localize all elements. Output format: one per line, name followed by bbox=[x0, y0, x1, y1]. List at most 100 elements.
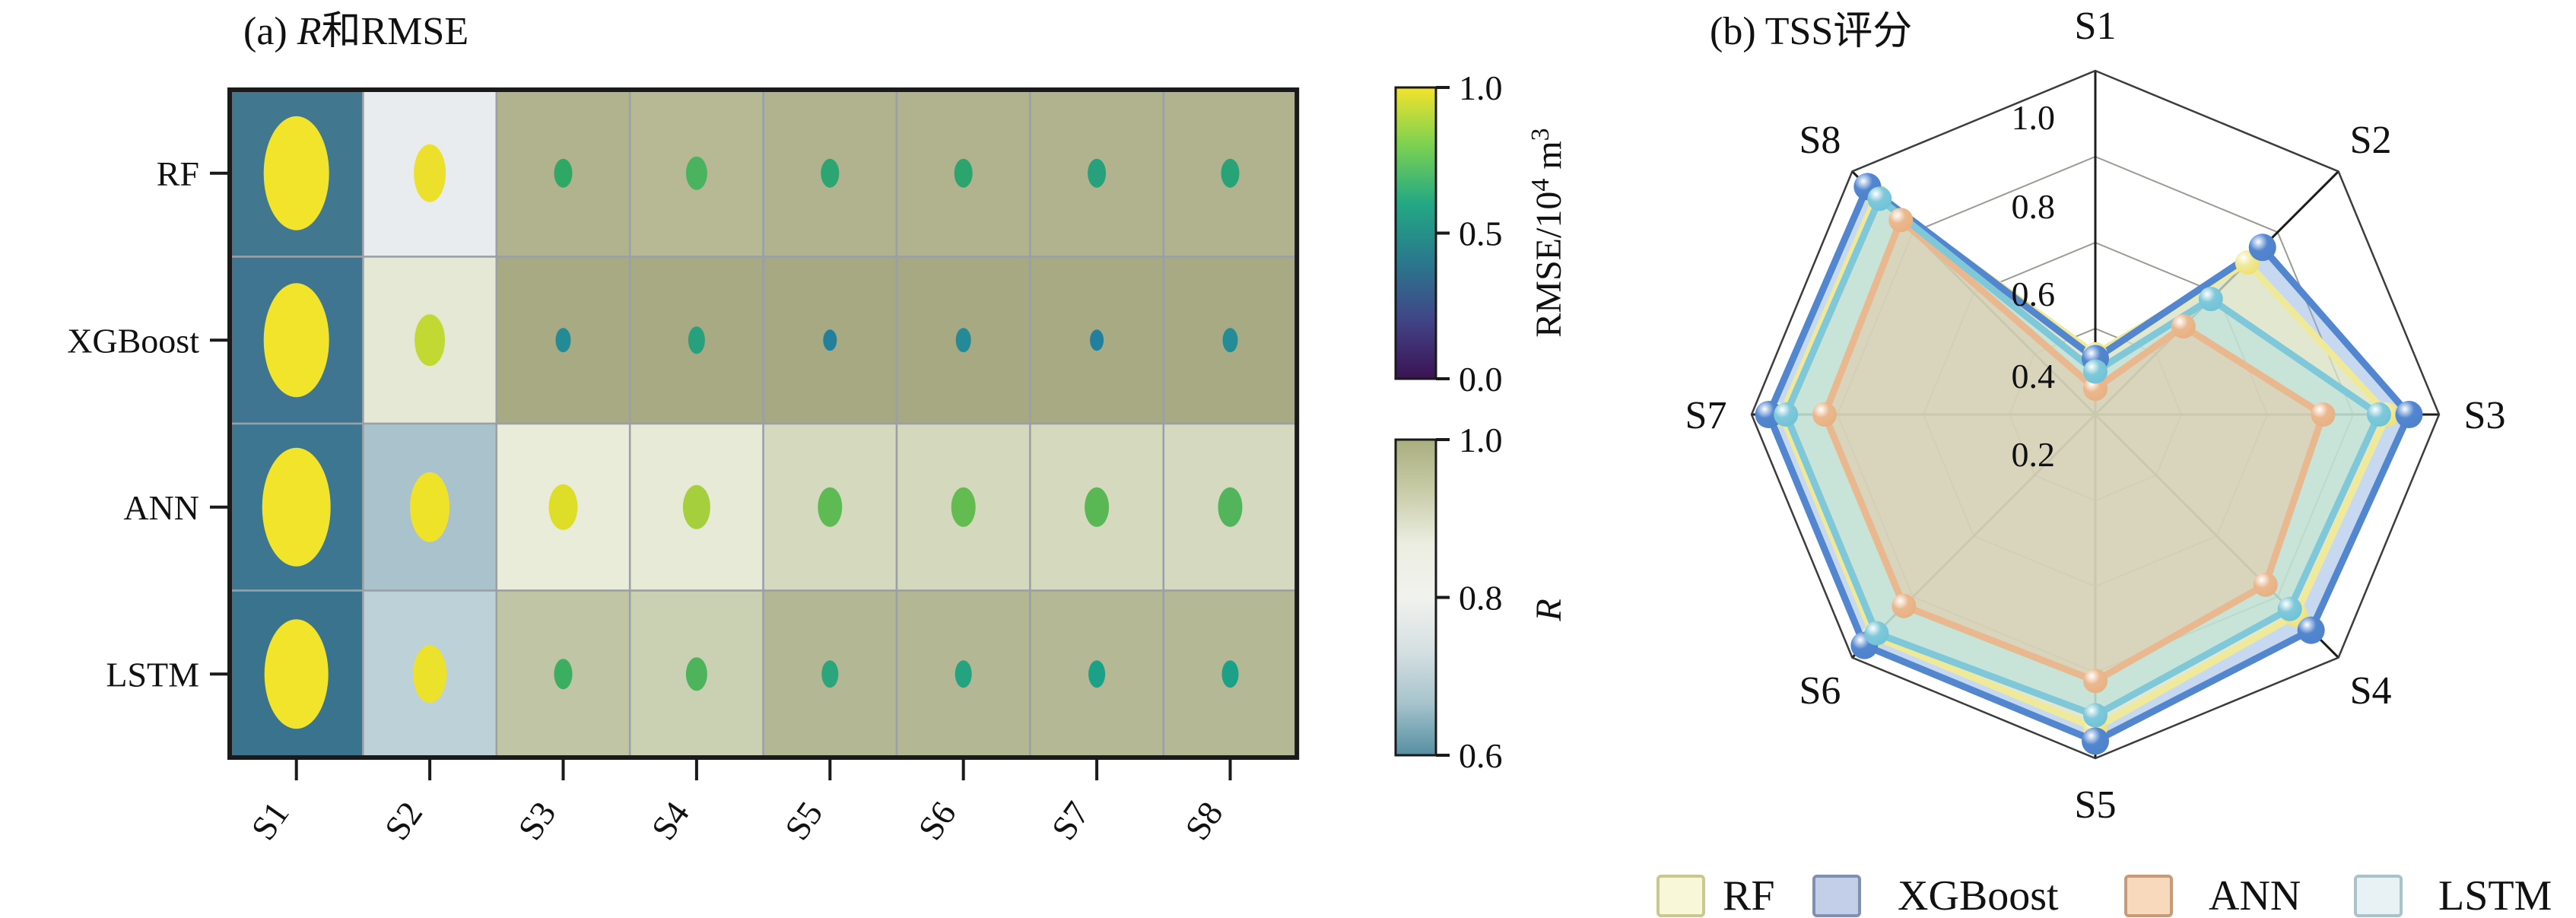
rmse-dot bbox=[264, 619, 329, 729]
radar-marker-lstm bbox=[1774, 402, 1799, 427]
radar-marker-xgboost bbox=[2395, 401, 2423, 428]
rmse-dot bbox=[821, 158, 840, 188]
rmse-dot bbox=[821, 660, 839, 688]
heatmap-border bbox=[227, 87, 1300, 760]
rmse-dot bbox=[685, 657, 707, 691]
radar-axis-label: S7 bbox=[1685, 394, 1727, 437]
panel-b-radar: (b) TSS评分 S1 S2 S3 S4 S5 S6 S7 S8 1.0 0.8 0.6 0.4 0.2… bbox=[1656, 5, 2552, 918]
radar-fill-ann bbox=[1825, 220, 2323, 681]
heatmap-cell bbox=[895, 422, 1031, 592]
col-label: S3 bbox=[510, 795, 564, 847]
radar-axis-label: S2 bbox=[2350, 119, 2392, 162]
rmse-dot bbox=[555, 328, 571, 353]
rmse-dot bbox=[1221, 660, 1239, 688]
r-colorbar bbox=[1394, 438, 1437, 757]
rmse-dot bbox=[415, 314, 446, 367]
r-cbar-tick-label: 0.8 bbox=[1459, 579, 1503, 618]
radar-marker-ann bbox=[2253, 572, 2278, 597]
radar-marker-xgboost bbox=[2297, 616, 2325, 644]
rmse-dot bbox=[414, 144, 446, 202]
rmse-dot bbox=[688, 326, 705, 354]
radar-marker-ann bbox=[2083, 669, 2107, 694]
rmse-dot bbox=[1085, 487, 1110, 527]
rmse-dot bbox=[1090, 329, 1104, 351]
row-label: RF bbox=[157, 154, 199, 193]
legend-label-ann: ANN bbox=[2209, 872, 2301, 918]
rmse-dot bbox=[1218, 487, 1243, 527]
radar-marker-ann bbox=[1888, 208, 1914, 233]
radar-axis-label: S8 bbox=[1799, 119, 1841, 162]
rmse-dot bbox=[955, 328, 971, 353]
legend-label-xgboost: XGBoost bbox=[1898, 872, 2059, 918]
legend-swatch-lstm bbox=[2354, 875, 2403, 917]
r-cbar-tick-label: 1.0 bbox=[1459, 421, 1503, 459]
radar-fill-lstm bbox=[1786, 199, 2379, 716]
radar-axis-label: S4 bbox=[2350, 669, 2392, 713]
rmse-dot bbox=[954, 660, 972, 688]
radar-radial-tick-label: 0.6 bbox=[2012, 275, 2056, 313]
panel-b-title: (b) TSS评分 bbox=[1710, 10, 1912, 53]
row-label: XGBoost bbox=[67, 321, 199, 360]
radar-marker-ann bbox=[2083, 376, 2107, 402]
radar-axis-label: S6 bbox=[1799, 669, 1841, 713]
rmse-dot bbox=[823, 329, 837, 351]
rmse-dot bbox=[1088, 660, 1106, 688]
radar-marker-lstm bbox=[1864, 621, 1889, 646]
radar-marker-lstm bbox=[1867, 186, 1892, 211]
rmse-dot bbox=[1222, 328, 1238, 353]
col-label: S1 bbox=[243, 795, 297, 847]
rmse-dot bbox=[818, 487, 843, 527]
rmse-colorbar bbox=[1394, 86, 1437, 380]
legend-swatch-ann bbox=[2124, 875, 2173, 917]
radar-radial-tick-label: 1.0 bbox=[2012, 98, 2056, 137]
col-label: S6 bbox=[910, 795, 964, 847]
rmse-dot bbox=[951, 487, 976, 527]
rmse-dot bbox=[413, 645, 447, 704]
col-label: S4 bbox=[643, 795, 697, 847]
radar-marker-lstm bbox=[2277, 596, 2302, 621]
heatmap-cell bbox=[1162, 88, 1298, 258]
radar-marker-xgboost bbox=[1755, 401, 1783, 428]
radar-radial-tick-label: 0.8 bbox=[2012, 187, 2056, 226]
legend-label-rf: RF bbox=[1723, 872, 1775, 918]
legend-swatch-xgboost bbox=[1812, 875, 1861, 917]
rmse-dot bbox=[554, 659, 573, 690]
rmse-dot bbox=[1088, 158, 1107, 188]
rmse-dot bbox=[548, 484, 578, 530]
radar-marker-lstm bbox=[2083, 359, 2107, 384]
radar-marker-lstm bbox=[2083, 703, 2107, 728]
rmse-dot bbox=[685, 156, 707, 190]
rmse-cbar-title: RMSE/104 m3 bbox=[1526, 128, 1569, 337]
rmse-cbar-tick-label: 1.0 bbox=[1459, 68, 1503, 107]
rmse-dot bbox=[554, 158, 573, 188]
radar-marker-ann bbox=[1892, 593, 1917, 618]
radar-marker-xgboost bbox=[2248, 233, 2276, 262]
rmse-dot bbox=[1221, 158, 1240, 188]
panel-a-title: (a) R和RMSE bbox=[243, 10, 469, 53]
r-cbar-title: R bbox=[1529, 599, 1569, 621]
radar-axis-label: S3 bbox=[2464, 394, 2506, 437]
radar-marker-ann bbox=[1812, 402, 1838, 427]
panel-a-heatmap: (a) R和RMSE RF XGBoost ANN LSTM S1 S2 S3 S4 S5 S6 S7… bbox=[67, 10, 1569, 847]
radar-radial-tick-label: 0.2 bbox=[2012, 435, 2056, 474]
rmse-cbar-tick-label: 0.5 bbox=[1459, 214, 1503, 253]
rmse-dot bbox=[263, 283, 329, 398]
col-label: S5 bbox=[777, 795, 831, 847]
radar-marker-ann bbox=[2311, 402, 2336, 427]
radar-marker-xgboost bbox=[2082, 727, 2109, 755]
radar-axis-label: S1 bbox=[2075, 5, 2117, 48]
rmse-cbar-tick-label: 0.0 bbox=[1459, 360, 1503, 399]
col-label: S2 bbox=[377, 795, 430, 847]
row-label: ANN bbox=[123, 488, 199, 527]
col-label: S8 bbox=[1177, 795, 1231, 847]
radar-axis-label: S5 bbox=[2075, 783, 2117, 827]
rmse-dot bbox=[410, 472, 450, 542]
col-label: S7 bbox=[1044, 795, 1097, 847]
rmse-dot bbox=[954, 158, 973, 188]
heatmap-cell bbox=[895, 256, 1031, 425]
r-cbar-tick-label: 0.6 bbox=[1459, 736, 1503, 775]
radar-marker-lstm bbox=[2198, 287, 2223, 312]
row-label: LSTM bbox=[106, 655, 199, 694]
legend-label-lstm: LSTM bbox=[2438, 872, 2552, 918]
